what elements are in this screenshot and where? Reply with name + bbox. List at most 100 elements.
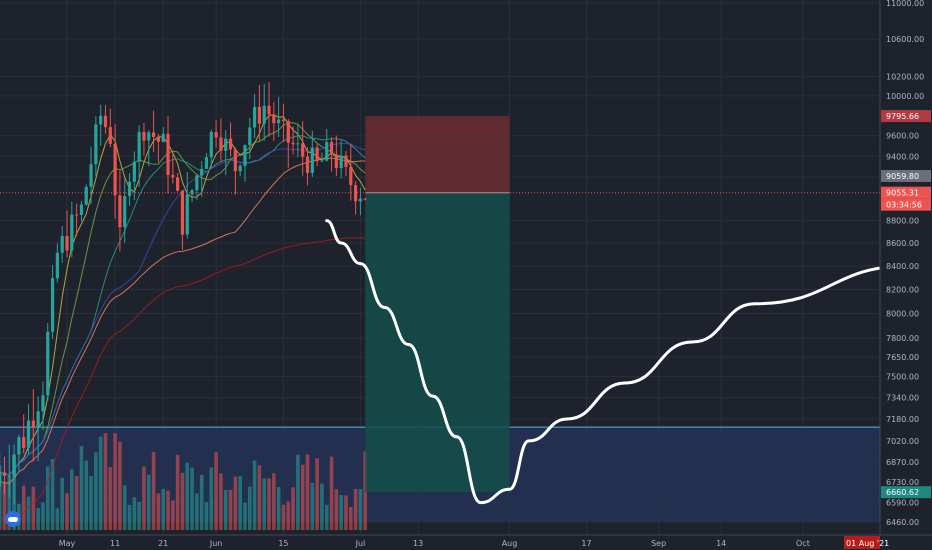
candle-body-24 — [113, 143, 117, 196]
price-tick-0: 11000.00 — [886, 0, 924, 8]
price-tick-18: 6870.00 — [886, 458, 919, 467]
time-tick-0: May — [59, 539, 76, 548]
candle-body-7 — [31, 420, 35, 428]
volume-bar-0 — [0, 465, 2, 530]
volume-bar-40 — [190, 467, 194, 530]
volume-bar-22 — [103, 433, 108, 530]
volume-bar-39 — [185, 462, 190, 530]
candle-body-16 — [75, 214, 79, 216]
price-tick-2: 10200.00 — [886, 73, 924, 82]
time-tick-2: 21 — [158, 539, 168, 548]
volume-bar-55 — [262, 478, 267, 530]
volume-bar-71 — [339, 495, 343, 530]
price-labels: 9795.66 9059.80 9055.31 03:34:56 6660.62 01 A… — [844, 110, 931, 549]
stop-level-label: 9795.66 — [886, 112, 919, 121]
candle-body-53 — [252, 106, 257, 128]
volume-bar-13 — [60, 477, 64, 530]
target-level-label-bg — [881, 486, 931, 499]
time-tick-7: Aug — [502, 539, 518, 548]
candle-body-25 — [118, 195, 122, 228]
volume-bar-33 — [156, 493, 161, 530]
candle-body-65 — [310, 147, 314, 173]
candle-body-17 — [79, 204, 84, 215]
price-axis: 11000.00 10600.00 10200.00 10000.00 9600.00 9… — [879, 0, 932, 550]
time-tick-3: Jun — [209, 539, 223, 548]
volume-bar-17 — [79, 446, 84, 530]
volume-bar-37 — [175, 454, 180, 530]
price-tick-20: 6590.00 — [886, 499, 919, 508]
price-tick-12: 7800.00 — [886, 334, 919, 343]
candle-body-37 — [176, 177, 180, 191]
volume-bars — [0, 433, 368, 530]
price-axis-bg — [880, 0, 932, 550]
volume-bar-60 — [286, 501, 291, 530]
price-tick-8: 8600.00 — [886, 239, 919, 248]
volume-bar-5 — [21, 485, 26, 530]
candle-body-51 — [243, 145, 247, 166]
current-price-label: 9055.31 — [886, 189, 919, 198]
candle-body-38 — [180, 190, 185, 235]
candle-body-28 — [132, 161, 136, 182]
volume-bar-11 — [50, 458, 55, 530]
last-price-label-bg — [881, 170, 931, 182]
candle-body-76 — [363, 198, 367, 200]
volume-bar-72 — [344, 495, 348, 530]
candle-body-47 — [224, 138, 228, 151]
candle-body-8 — [36, 411, 40, 428]
candle-body-46 — [219, 137, 223, 151]
volume-bar-49 — [233, 476, 238, 530]
volume-bar-16 — [74, 476, 79, 530]
volume-bar-24 — [113, 433, 117, 530]
candle-body-72 — [344, 155, 348, 167]
tradingview-cloud-icon[interactable] — [5, 511, 21, 527]
volume-bar-70 — [334, 489, 339, 530]
volume-bar-54 — [257, 465, 262, 530]
price-tick-14: 7500.00 — [886, 372, 919, 381]
candle-body-57 — [272, 114, 276, 124]
candle-body-29 — [137, 131, 141, 162]
volume-bar-29 — [137, 501, 141, 530]
ma-line-4 — [0, 157, 366, 484]
volume-bar-19 — [89, 476, 93, 530]
date-badge: 01 Aug '21 — [846, 539, 889, 548]
time-tick-11: Oct — [796, 539, 810, 548]
volume-bar-62 — [296, 454, 300, 530]
volume-bar-75 — [358, 489, 363, 530]
candle-body-75 — [358, 198, 363, 202]
volume-bar-67 — [320, 483, 324, 530]
volume-bar-35 — [166, 490, 170, 530]
volume-bar-21 — [98, 436, 103, 530]
volume-bar-73 — [348, 506, 353, 530]
volume-bar-20 — [94, 452, 98, 530]
price-tick-10: 8200.00 — [886, 285, 919, 294]
candle-body-19 — [89, 164, 93, 187]
volume-bar-69 — [329, 456, 334, 530]
volume-bar-66 — [315, 458, 319, 530]
volume-bar-57 — [272, 473, 276, 530]
volume-bar-2 — [7, 476, 12, 530]
candle-body-41 — [195, 175, 199, 191]
volume-bar-10 — [45, 466, 50, 530]
candle-body-30 — [142, 131, 146, 141]
price-tick-4: 9600.00 — [886, 132, 919, 141]
volume-bar-48 — [228, 489, 233, 530]
volume-bar-34 — [161, 488, 165, 530]
volume-bar-30 — [142, 466, 146, 530]
volume-bar-12 — [55, 508, 60, 530]
price-tick-13: 7650.00 — [886, 353, 919, 362]
current-price-label-bg — [881, 186, 931, 199]
volume-bar-74 — [353, 488, 358, 530]
volume-bar-36 — [171, 500, 175, 530]
candle-body-50 — [238, 165, 242, 172]
candle-body-18 — [84, 186, 88, 205]
candle-body-67 — [320, 160, 324, 162]
price-tick-7: 8800.00 — [886, 217, 919, 226]
candle-body-68 — [325, 142, 329, 161]
candle-body-69 — [329, 142, 334, 155]
candle-body-36 — [171, 174, 175, 178]
volume-bar-64 — [305, 454, 310, 530]
countdown-label: 03:34:56 — [886, 201, 922, 210]
candle-body-2 — [7, 475, 11, 477]
